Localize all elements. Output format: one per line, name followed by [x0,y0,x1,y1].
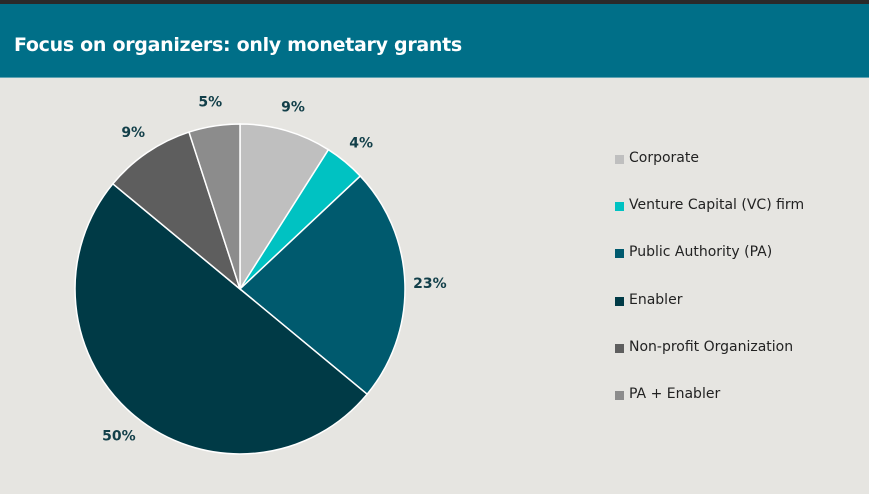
legend: Corporate Venture Capital (VC) firm Public… [615,150,804,433]
legend-label: Non-profit Organization [629,338,794,355]
legend-item: Venture Capital (VC) firm [615,197,804,244]
legend-swatch [615,343,624,353]
legend-swatch [615,249,624,259]
data-label: 9% [121,125,145,141]
slide-title: Focus on organizers: only monetary grant… [14,34,462,56]
pie-slice-corporate [239,123,330,292]
legend-swatch [615,296,624,306]
slide-header: Focus on organizers: only monetary grant… [0,4,869,78]
legend-label: Venture Capital (VC) firm [629,197,805,214]
data-label: 50% [102,428,136,444]
legend-label: Enabler [629,291,683,308]
legend-item: Enabler [615,292,804,339]
legend-label: Corporate [629,150,699,166]
data-label: 5% [198,94,222,110]
pie-slice-public-authority-pa- [238,174,406,396]
legend-label: PA + Enabler [629,385,721,402]
legend-swatch [615,390,624,400]
data-label: 9% [281,100,305,116]
data-label: 23% [413,276,447,292]
pie-slice-non-profit-organization [111,131,242,292]
data-label: 4% [349,136,373,152]
pie-slice-enabler [74,182,369,455]
window-top-bar [0,0,869,4]
legend-item: PA + Enabler [615,386,804,433]
legend-item: Public Authority (PA) [615,244,804,291]
pie-slice-pa-enabler [188,123,241,290]
legend-item: Corporate [615,150,804,197]
legend-swatch [615,202,624,212]
legend-label: Public Authority (PA) [629,244,773,261]
legend-item: Non-profit Organization [615,339,804,386]
legend-swatch [615,155,624,164]
